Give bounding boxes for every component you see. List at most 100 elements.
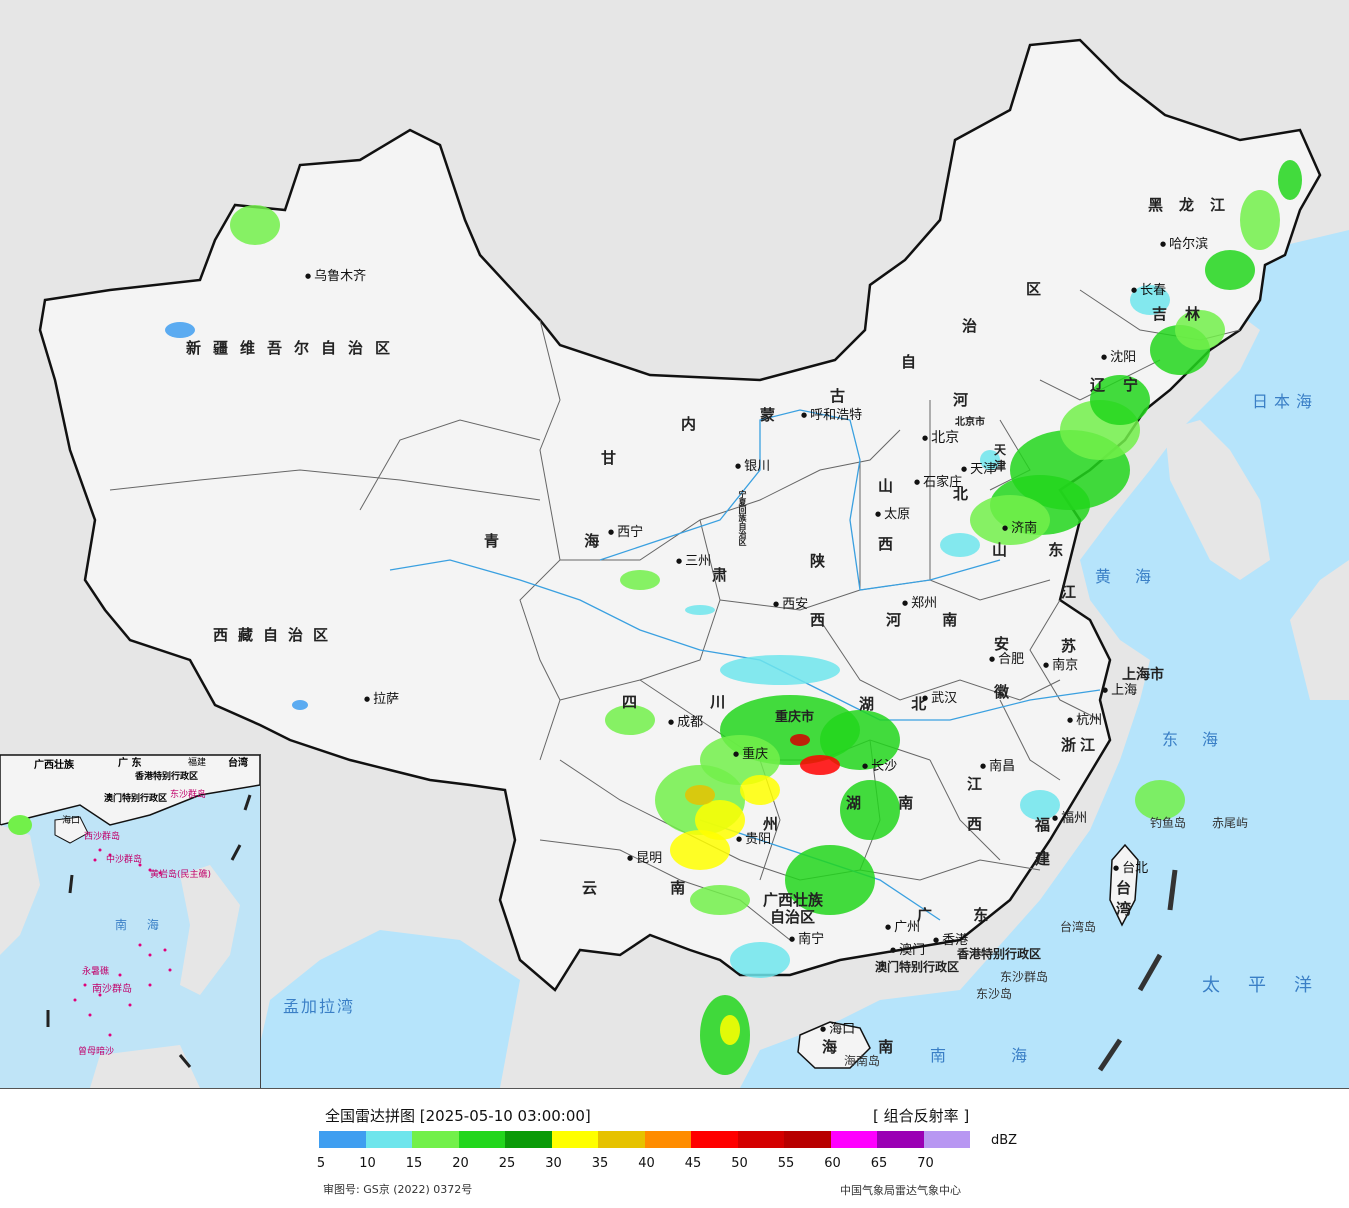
label-hunan: 湖 南 [846,794,930,812]
inset-indochina [0,825,40,955]
city-tianjin: 天津 [961,463,996,476]
legend-swatch [458,1131,505,1148]
label-shanghai: 上海市 [1122,667,1164,683]
radar-echo [800,755,840,775]
label-neimenggu-1: 内 [681,415,697,433]
label-hebei-2: 北 [953,485,969,503]
legend-swatch [551,1131,598,1148]
label-sichuan: 四 川 [622,693,760,711]
label-henan: 河 南 [886,611,976,629]
city-haikou: 海口 [820,1023,855,1036]
label-fujian-2: 建 [1035,850,1051,868]
legend-tick: 55 [777,1156,795,1171]
legend-swatch [319,1131,366,1148]
city-lanzhou: 三州 [676,555,711,568]
radar-echo [940,533,980,557]
city-chongqing: 重庆 [733,748,768,761]
radar-map: 新疆维吾尔自治区 西藏自治区 青 海 甘 肃 内 蒙 古 自 治 区 黑龙江 吉… [0,0,1349,1089]
radar-echo [820,710,900,770]
radar-echo [970,495,1050,545]
city-nanchang: 南昌 [980,760,1015,773]
label-guangxi-2: 自治区 [770,908,816,926]
city-macau: 澳门 [890,944,925,957]
inset-label-yongshu: 永暑礁 [82,967,110,977]
legend-tick: 45 [684,1156,702,1171]
label-hubei: 湖 北 [859,695,943,713]
label-east-sea: 东海 [1162,730,1243,749]
label-neimenggu-6: 区 [1026,280,1042,298]
label-guangxi: 广西壮族 [763,891,824,909]
label-bengal: 孟加拉湾 [283,997,356,1016]
label-chiwei: 赤尾屿 [1212,816,1249,830]
legend-tick: 60 [824,1156,841,1171]
radar-echo [1020,790,1060,820]
radar-echo [1278,160,1302,200]
legend-tick: 20 [452,1156,469,1171]
label-tianjin: 天 [994,443,1007,457]
legend-tick: 15 [405,1156,423,1171]
label-qinghai: 青 海 [484,532,640,550]
radar-echo [685,605,715,615]
label-tianjin-2: 津 [994,459,1007,473]
label-chongqing-province: 重庆市 [775,710,815,725]
label-zhejiang: 浙江 [1061,736,1100,754]
legend-swatch [923,1131,970,1148]
city-hangzhou: 杭州 [1067,714,1102,727]
japan [1290,560,1349,700]
radar-echo [690,885,750,915]
legend-swatch [505,1131,552,1148]
radar-echo [1240,190,1280,250]
inset-hainan [54,816,89,844]
label-dongsha: 东沙岛 [976,987,1013,1001]
radar-echo [720,1015,740,1045]
radar-echo [292,700,308,710]
legend-tick: 10 [359,1156,376,1171]
korea [1165,420,1270,580]
city-urumqi: 乌鲁木齐 [305,270,366,283]
label-taiwan-2: 湾 [1116,900,1132,918]
label-jilin: 吉林 [1152,305,1219,323]
city-guiyang: 贵阳 [736,833,771,846]
legend-swatch [644,1131,691,1148]
city-taiyuan: 太原 [875,508,910,521]
city-zhengzhou: 郑州 [902,597,937,610]
label-yellow-sea: 黄海 [1095,567,1176,586]
label-anhui: 安 [994,635,1010,653]
label-taiwan: 台 [1116,879,1132,897]
south-china-sea-inset: 广西壮族 广 东 福建 台湾 香港特别行政区 澳门特别行政区 东沙群岛 海口 西… [0,754,261,1088]
radar-echo [1175,310,1225,350]
label-shanxi: 山 [878,477,894,495]
label-dongsha-group: 东沙群岛 [1000,970,1049,984]
label-japan-sea: 日本海 [1252,392,1319,411]
city-shijiazhuang: 石家庄 [914,476,962,489]
inset-label-guangxi: 广西壮族 [34,760,74,771]
radar-echo [790,734,810,746]
radar-echo [785,845,875,915]
radar-echo [740,775,780,805]
label-hebei: 河 [953,391,969,409]
radar-echo [1205,250,1255,290]
city-taibei: 台北 [1113,862,1148,875]
label-hk-sar: 香港特别行政区 [957,947,1042,961]
radar-echo [230,205,280,245]
city-nanjing: 南京 [1043,659,1078,672]
inset-label-dongsha: 东沙群岛 [170,790,207,800]
inset-label-south-sea: 南 海 [115,918,167,932]
inset-borneo [90,1045,200,1088]
inset-label-zengmu: 曾母暗沙 [78,1047,115,1057]
label-anhui-2: 徽 [994,683,1010,701]
city-yinchuan: 银川 [735,460,770,473]
legend-swatch [365,1131,412,1148]
radar-echo [840,780,900,840]
city-nanning: 南宁 [789,933,824,946]
inset-label-xisha: 西沙群岛 [84,832,121,842]
city-shanghai: 上海 [1102,684,1137,697]
label-south-sea: 南 海 [930,1046,1058,1065]
inset-label-zhongsha: 中沙群岛 [106,855,143,865]
radar-echo [620,570,660,590]
label-shaanxi-2: 西 [810,611,826,629]
label-shaanxi: 陕 [810,552,826,570]
label-liaoning: 辽宁 [1090,376,1157,394]
legend-swatch [598,1131,645,1148]
maritime-boundary [1097,869,1178,1072]
